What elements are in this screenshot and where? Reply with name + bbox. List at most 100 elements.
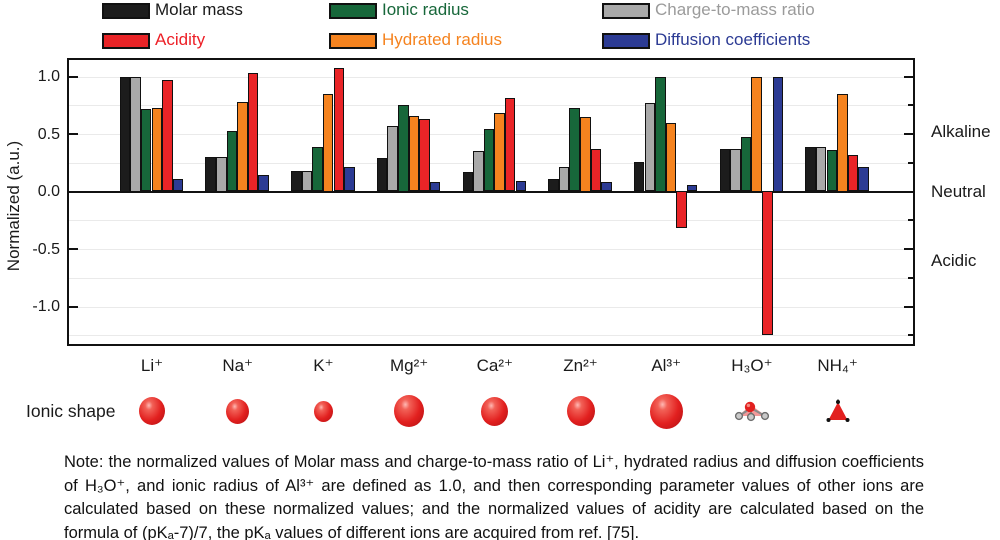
y-tick-right [904, 305, 913, 308]
bar-k-diffusion-coefficients [344, 167, 355, 192]
ion-sphere-k [313, 400, 333, 422]
legend-swatch-molar-mass [102, 3, 150, 19]
legend-swatch-ionic-radius [329, 3, 377, 19]
bar-al-acidity [676, 190, 687, 229]
bar-zn-charge-to-mass-ratio [558, 167, 570, 192]
y-tick-right [904, 75, 913, 78]
bar-nh-ionic-radius [826, 150, 838, 192]
bar-mg-diffusion-coefficients [429, 182, 441, 192]
ion-sphere-al [649, 393, 683, 429]
ion-sphere-zn [566, 396, 595, 426]
legend-label-hydrated-radius: Hydrated radius [382, 30, 503, 49]
gridline [69, 306, 913, 308]
figure-note: Note: the normalized values of Molar mas… [64, 453, 924, 540]
bar-ca-hydrated-radius [494, 113, 505, 192]
y-tick-label: 0.0 [37, 183, 60, 200]
right-label-neutral: Neutral [931, 182, 986, 201]
x-label-al: Al³⁺ [651, 356, 682, 375]
bar-li-acidity [162, 79, 173, 192]
bar-h-o-charge-to-mass-ratio [730, 148, 741, 192]
legend-label-diffusion-coefficients: Diffusion coefficients [655, 30, 811, 49]
legend-swatch-diffusion-coefficients [602, 33, 650, 49]
y-tick-right [904, 133, 913, 135]
y-tick-label: 1.0 [37, 68, 60, 85]
bar-nh-diffusion-coefficients [858, 167, 869, 192]
bar-k-ionic-radius [312, 146, 323, 192]
bar-al-ionic-radius [655, 76, 666, 192]
bar-ca-diffusion-coefficients [515, 181, 527, 192]
bar-na-ionic-radius [226, 130, 238, 192]
bar-zn-hydrated-radius [580, 116, 591, 192]
y-tick-right [904, 190, 913, 193]
right-label-alkaline: Alkaline [931, 122, 991, 142]
legend-label-molar-mass: Molar mass [155, 0, 243, 19]
y-tick-left [69, 305, 78, 308]
bar-li-diffusion-coefficients [172, 178, 184, 192]
bar-zn-acidity [590, 148, 602, 192]
x-label-k: K⁺ [313, 356, 334, 375]
bar-al-diffusion-coefficients [686, 184, 698, 192]
bar-li-hydrated-radius [151, 107, 163, 192]
bar-ca-charge-to-mass-ratio [473, 151, 484, 192]
bar-mg-molar-mass [376, 158, 388, 192]
y-tick-label: -1.0 [32, 298, 60, 315]
bar-zn-ionic-radius [569, 107, 580, 192]
bar-k-acidity [333, 68, 345, 192]
y-tick-left [69, 133, 78, 135]
bar-li-charge-to-mass-ratio [130, 76, 141, 192]
bar-h-o-acidity [762, 190, 773, 336]
y-minor-tick-right [908, 219, 913, 222]
right-label-acidic: Acidic [931, 251, 977, 270]
x-label-ca: Ca²⁺ [476, 356, 513, 375]
gridline [69, 76, 913, 78]
bar-na-acidity [247, 73, 259, 192]
bar-h-o-ionic-radius [740, 137, 752, 192]
bar-zn-diffusion-coefficients [601, 182, 612, 192]
gridline [69, 220, 913, 222]
bar-h-o-hydrated-radius [751, 76, 762, 192]
bar-ca-ionic-radius [483, 129, 495, 192]
bar-k-charge-to-mass-ratio [301, 170, 313, 192]
gridline [69, 105, 913, 107]
y-tick-left [69, 248, 78, 250]
y-minor-tick-right [908, 334, 913, 337]
bar-nh-acidity [847, 154, 859, 192]
bar-li-ionic-radius [140, 108, 152, 192]
bar-al-hydrated-radius [665, 122, 677, 192]
y-minor-tick-right [908, 104, 913, 107]
y-minor-tick-right [908, 161, 913, 164]
y-tick-right [904, 248, 913, 250]
ion-sphere-li [139, 397, 165, 425]
zero-line [69, 190, 913, 193]
bar-na-hydrated-radius [237, 101, 248, 192]
bar-al-charge-to-mass-ratio [644, 102, 656, 192]
x-label-zn: Zn²⁺ [563, 356, 598, 375]
x-label-nh: NH₄⁺ [817, 356, 858, 375]
bar-zn-molar-mass [548, 178, 559, 192]
y-tick-left [69, 75, 78, 78]
bar-mg-ionic-radius [398, 105, 409, 192]
ion-molecule-h-o [734, 400, 770, 427]
bar-na-molar-mass [205, 157, 216, 192]
legend-swatch-charge-to-mass-ratio [602, 3, 650, 19]
legend-label-charge-to-mass-ratio: Charge-to-mass ratio [655, 0, 815, 19]
gridline [69, 335, 913, 337]
bar-al-molar-mass [633, 161, 645, 192]
bar-ca-molar-mass [462, 171, 474, 192]
x-label-li: Li⁺ [140, 356, 164, 375]
y-tick-label: -0.5 [32, 240, 60, 258]
ion-sphere-ca [481, 396, 509, 426]
bar-nh-molar-mass [805, 146, 816, 192]
y-tick-left [69, 190, 78, 193]
bar-h-o-molar-mass [719, 148, 731, 192]
bar-nh-charge-to-mass-ratio [815, 146, 827, 192]
ion-sphere-mg [394, 395, 425, 427]
bar-nh-hydrated-radius [837, 93, 848, 192]
x-label-na: Na⁺ [222, 356, 254, 375]
x-label-h-o: H₃O⁺ [731, 356, 773, 375]
y-tick-label: 0.5 [37, 125, 60, 143]
plot-area [67, 58, 915, 346]
bar-mg-hydrated-radius [408, 115, 420, 192]
legend-label-ionic-radius: Ionic radius [382, 0, 469, 19]
